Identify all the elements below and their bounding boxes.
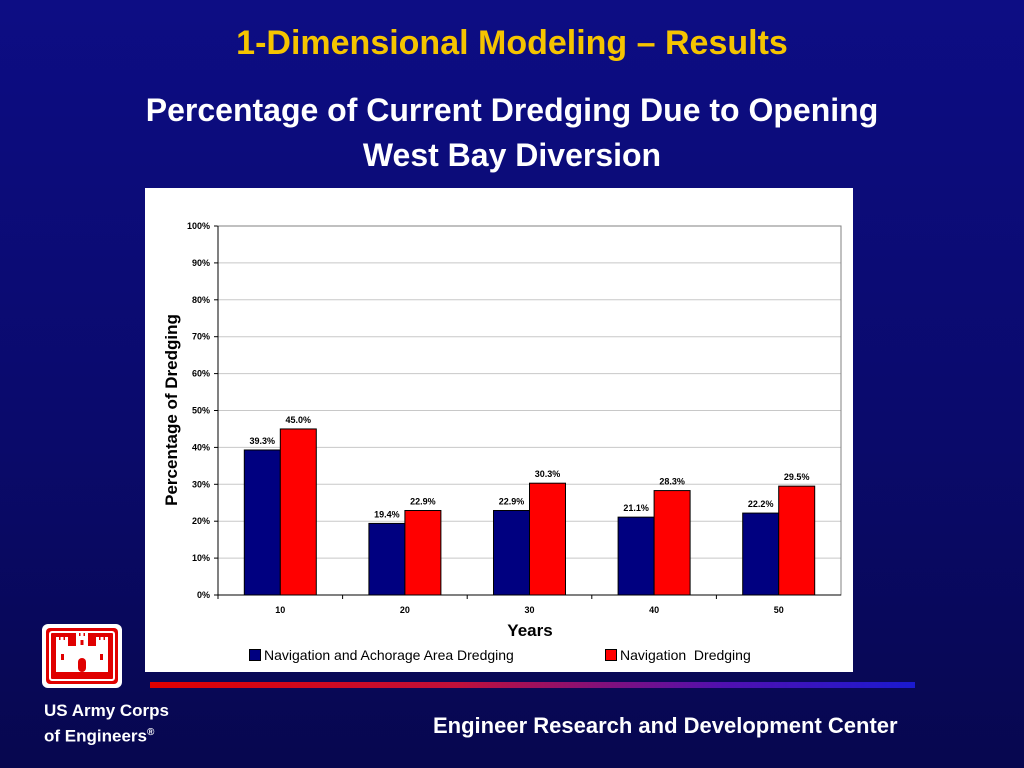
org-line-2: of Engineers® bbox=[44, 722, 169, 748]
legend-swatch-series-2 bbox=[605, 649, 617, 661]
y-tick-label: 60% bbox=[192, 369, 210, 379]
center-name: Engineer Research and Development Center bbox=[433, 713, 898, 738]
legend-item-series-2: Navigation Dredging bbox=[605, 647, 751, 663]
usace-logo bbox=[42, 624, 122, 688]
x-tick-label: 10 bbox=[275, 605, 285, 615]
bar-data-label: 22.9% bbox=[410, 496, 436, 506]
y-tick-label: 10% bbox=[192, 553, 210, 563]
bar-series-2 bbox=[404, 509, 442, 596]
bar-series-2 bbox=[529, 482, 566, 596]
org-line-2-text: of Engineers bbox=[44, 726, 147, 746]
subtitle-line-2: West Bay Diversion bbox=[362, 137, 662, 173]
org-line-1: US Army Corps bbox=[44, 701, 170, 720]
bar-data-label: 22.9% bbox=[499, 496, 525, 506]
bar-data-label: 28.3% bbox=[659, 477, 685, 487]
legend-swatch-series-1 bbox=[249, 649, 261, 661]
x-axis-title: Years bbox=[507, 621, 552, 640]
legend-label-series-2: Navigation Dredging bbox=[620, 647, 751, 663]
bar-data-label: 29.5% bbox=[784, 472, 810, 482]
y-tick-label: 40% bbox=[192, 442, 210, 452]
legend-item-series-1: Navigation and Achorage Area Dredging bbox=[249, 647, 514, 663]
chart-legend: Navigation and Achorage Area Dredging Na… bbox=[145, 647, 853, 667]
x-tick-label: 50 bbox=[774, 605, 784, 615]
bar-series-1 bbox=[617, 516, 655, 596]
bar-series-1 bbox=[493, 509, 530, 596]
y-tick-label: 100% bbox=[187, 221, 210, 231]
y-axis-title: Percentage of Dredging bbox=[162, 314, 181, 506]
y-tick-label: 90% bbox=[192, 258, 210, 268]
bar-data-label: 45.0% bbox=[286, 415, 312, 425]
slide-subtitle: Percentage of Current Dredging Due to Op… bbox=[0, 88, 1024, 178]
y-tick-label: 0% bbox=[197, 590, 210, 600]
bar-series-1 bbox=[368, 522, 406, 596]
x-tick-label: 40 bbox=[649, 605, 659, 615]
bar-data-label: 22.2% bbox=[748, 499, 774, 509]
bar-series-2 bbox=[279, 428, 317, 596]
bar-series-2 bbox=[653, 490, 691, 596]
bar-data-label: 39.3% bbox=[250, 436, 276, 446]
bar-series-1 bbox=[742, 512, 780, 596]
subtitle-line-1: Percentage of Current Dredging Due to Op… bbox=[145, 92, 879, 128]
chart-panel: 0% 10% 20% 30% 40% 50% 60% 70% 80% 90% 100% 39.3% 45… bbox=[145, 188, 853, 672]
y-tick-label: 80% bbox=[192, 295, 210, 305]
castle-icon bbox=[46, 628, 118, 684]
bar-data-label: 19.4% bbox=[374, 509, 400, 519]
bar-series-2 bbox=[778, 485, 816, 596]
bar-data-label: 30.3% bbox=[535, 469, 561, 479]
registered-mark: ® bbox=[146, 727, 155, 738]
bar-series-1 bbox=[243, 449, 281, 596]
org-name: US Army Corps of Engineers® bbox=[44, 700, 169, 748]
y-tick-label: 70% bbox=[192, 332, 210, 342]
y-tick-label: 20% bbox=[192, 516, 210, 526]
slide-title: 1-Dimensional Modeling – Results bbox=[236, 24, 788, 62]
x-tick-label: 20 bbox=[400, 605, 410, 615]
bar-data-label: 21.1% bbox=[623, 503, 649, 513]
y-tick-label: 30% bbox=[192, 479, 210, 489]
y-tick-label: 50% bbox=[192, 406, 210, 416]
bar-chart: 0% 10% 20% 30% 40% 50% 60% 70% 80% 90% 100% 39.3% 45… bbox=[162, 221, 842, 640]
legend-label-series-1: Navigation and Achorage Area Dredging bbox=[264, 647, 514, 663]
x-tick-label: 30 bbox=[524, 605, 534, 615]
footer-divider bbox=[150, 682, 915, 688]
